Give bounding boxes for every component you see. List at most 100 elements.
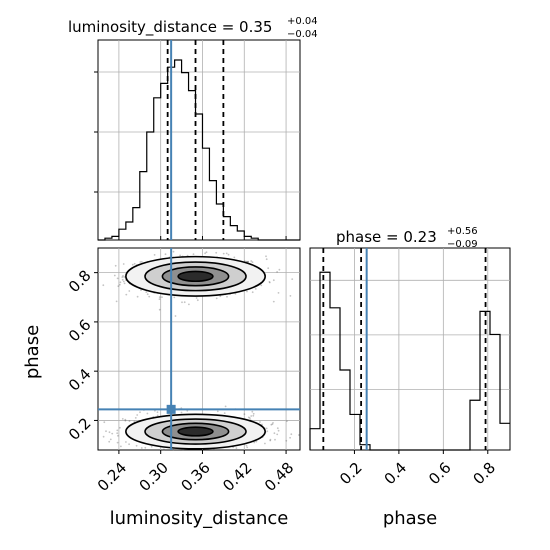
scatter-point — [246, 446, 249, 449]
scatter-point — [219, 295, 222, 298]
scatter-point — [116, 432, 119, 435]
scatter-point — [267, 267, 270, 270]
scatter-point — [156, 411, 159, 414]
contour-level — [177, 426, 214, 437]
scatter-point — [133, 420, 136, 423]
scatter-point — [253, 441, 256, 444]
scatter-point — [150, 445, 153, 448]
scatter-point — [113, 274, 116, 277]
scatter-point — [251, 261, 254, 264]
scatter-point — [247, 416, 250, 419]
histogram-steps — [309, 271, 510, 451]
scatter-point — [286, 420, 288, 422]
scatter-point — [124, 418, 127, 421]
scatter-point — [122, 263, 125, 265]
scatter-point — [224, 405, 227, 408]
scatter-point — [188, 303, 190, 306]
scatter-point — [158, 308, 161, 311]
scatter-point — [289, 295, 292, 297]
scatter-point — [276, 427, 279, 430]
scatter-point — [255, 440, 258, 443]
scatter-point — [278, 268, 281, 271]
scatter-point — [103, 421, 106, 424]
scatter-point — [117, 285, 120, 287]
scatter-point — [246, 290, 248, 293]
scatter-point — [128, 420, 131, 422]
x-axis-label-luminosity: luminosity_distance — [110, 508, 289, 529]
scatter-point — [205, 251, 208, 254]
scatter-point — [247, 260, 250, 263]
scatter-point — [226, 295, 228, 298]
panel-frame — [97, 247, 301, 451]
y-tick-label: 0.2 — [65, 414, 95, 444]
truth-marker — [166, 404, 176, 414]
scatter-point — [271, 423, 274, 426]
scatter-point — [265, 255, 267, 258]
scatter-point — [266, 430, 269, 433]
scatter-point — [233, 256, 236, 259]
scatter-point — [140, 289, 142, 291]
scatter-point — [158, 296, 161, 298]
scatter-point — [247, 260, 249, 263]
y-tick-label: 0.8 — [65, 266, 95, 296]
scatter-point — [273, 432, 276, 435]
scatter-point — [134, 417, 137, 419]
scatter-point — [158, 298, 161, 300]
scatter-point — [109, 438, 112, 441]
phase-title-plus: +0.56 — [447, 226, 478, 237]
panel-luminosity-marginal: luminosity_distance = 0.35 +0.04 −0.04 — [68, 16, 318, 241]
scatter-point — [289, 436, 291, 439]
contour-level — [177, 270, 214, 283]
scatter-point — [140, 447, 143, 449]
scatter-point — [250, 415, 253, 417]
x-axis-label-phase: phase — [383, 508, 437, 529]
scatter-point — [148, 295, 151, 298]
scatter-point — [260, 284, 263, 287]
x-tick-label: 0.2 — [336, 459, 366, 489]
scatter-point — [118, 283, 121, 286]
scatter-point — [183, 301, 186, 304]
scatter-point — [119, 426, 121, 429]
scatter-point — [222, 252, 225, 255]
scatter-point — [145, 291, 148, 293]
scatter-point — [252, 412, 255, 415]
scatter-point — [121, 276, 124, 278]
scatter-point — [114, 264, 117, 267]
scatter-point — [146, 412, 149, 415]
scatter-point — [122, 280, 125, 283]
scatter-point — [102, 435, 105, 438]
phase-title-minus: −0.09 — [447, 239, 478, 250]
scatter-point — [120, 445, 122, 448]
scatter-point — [249, 417, 251, 419]
panel-frame — [97, 39, 301, 241]
scatter-point — [276, 433, 279, 436]
scatter-point — [124, 419, 127, 422]
scatter-point — [122, 275, 124, 277]
scatter-point — [136, 414, 139, 416]
scatter-point — [272, 279, 275, 282]
scatter-point — [115, 300, 118, 303]
scatter-point — [144, 446, 147, 449]
scatter-point — [156, 414, 159, 417]
scatter-point — [181, 301, 183, 304]
scatter-point — [116, 429, 119, 432]
scatter-point — [227, 253, 230, 256]
scatter-point — [128, 290, 131, 292]
scatter-point — [243, 413, 246, 415]
y-tick-label: 0.6 — [65, 316, 95, 346]
scatter-point — [254, 288, 257, 290]
scatter-point — [204, 252, 207, 255]
scatter-point — [163, 448, 165, 451]
scatter-point — [172, 250, 175, 253]
scatter-point — [125, 293, 128, 296]
x-tick-label: 0.48 — [261, 459, 297, 495]
scatter-point — [116, 441, 119, 444]
panel-phase-marginal: 0.2 0.4 0.6 0.8 phase = 0.23 +0.56 −0.09 ph… — [309, 226, 511, 529]
scatter-point — [196, 299, 199, 302]
y-axis-label-phase: phase — [22, 325, 43, 379]
scatter-point — [133, 262, 136, 265]
x-tick-label: 0.4 — [381, 459, 411, 489]
scatter-point — [195, 297, 198, 299]
scatter-point — [164, 253, 167, 256]
